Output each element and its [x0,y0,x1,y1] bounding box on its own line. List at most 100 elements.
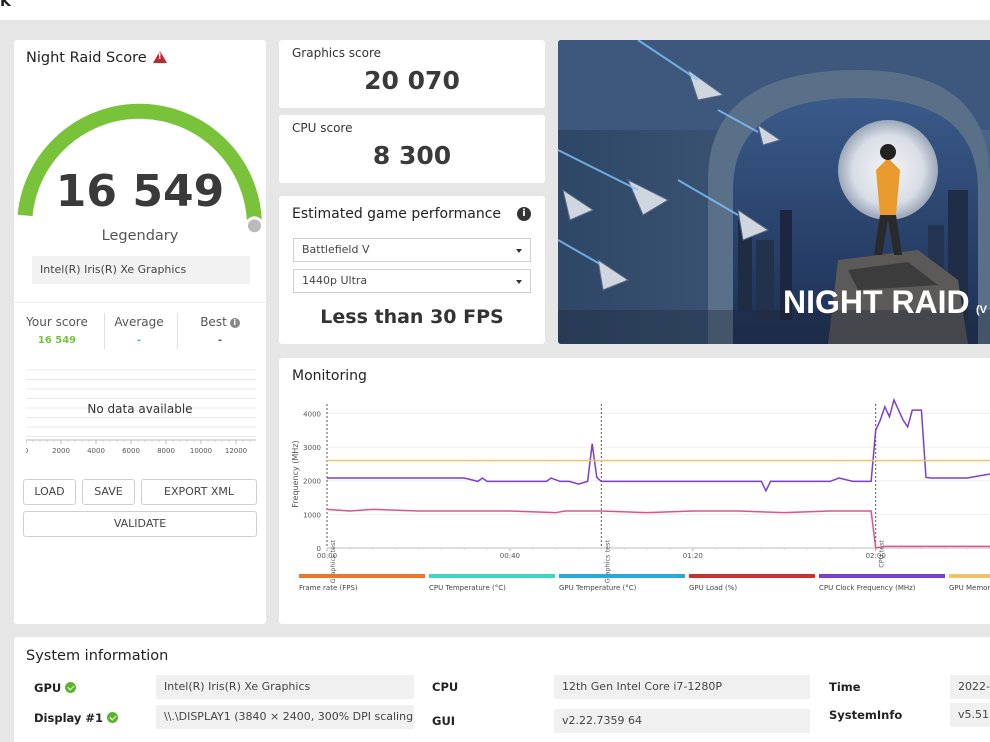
monitoring-lines [326,397,990,549]
best-value: - [217,335,223,346]
load-button[interactable]: LOAD [23,479,76,505]
systeminfo-label: SystemInfo [829,708,903,722]
banner-version: (V [976,304,988,316]
best-stat: Best i - [194,315,246,346]
system-info-card: System information GPU Intel(R) Iris(R) … [14,637,990,742]
chevron-down-icon [516,280,522,284]
y-tick-label: 4000 [303,410,321,418]
cpu-score-label: CPU score [292,121,353,135]
no-data-message: No data available [87,402,193,416]
x-tick-label: 01:20 [683,552,703,560]
graphics-score-card: Graphics score 20 070 [279,40,545,108]
legend-swatch [949,574,990,578]
legend-label: Frame rate (FPS) [299,584,358,592]
graphics-score-label: Graphics score [292,46,382,60]
average-label: Average [114,315,164,329]
cpu-score-value: 8 300 [372,141,452,170]
brand-logo: K [0,0,11,10]
score-title-text: Night Raid Score [26,50,147,66]
chevron-down-icon [516,249,522,253]
time-value: 2022-0 [950,675,990,699]
your-score-value: 16 549 [37,335,77,346]
y-axis-label: Frequency (MHz) [291,440,300,507]
info-icon[interactable]: i [229,318,240,328]
series-line [327,397,990,493]
histogram-tick-label: 4000 [87,447,105,455]
average-value: - [136,335,142,346]
histogram-axis: 0 2000 4000 6000 8000 10000 12000 [26,439,256,455]
score-card: Night Raid Score 16 549 Legendary Intel(… [14,40,266,624]
histogram-tick-label: 6000 [122,447,140,455]
histogram-grid [26,369,256,437]
quality-select-value: 1440p Ultra [302,274,368,287]
cpu-value: 12th Gen Intel Core i7-1280P [554,675,810,699]
device-name: Intel(R) Iris(R) Xe Graphics [32,256,250,284]
banner-title: NIGHT RAID [783,284,970,320]
test-marker-label: Graphics test [603,540,611,584]
legend-label: GPU Memory Clock Frequency (MHz) [949,584,990,592]
legend-swatch [299,574,425,578]
histogram-tick-label: 0 [26,447,28,455]
score-gauge [17,103,264,236]
info-icon[interactable]: i [517,207,531,221]
game-select[interactable]: Battlefield V [293,238,531,262]
y-tick-label: 0 [317,545,321,553]
quality-select[interactable]: 1440p Ultra [293,269,531,293]
legend-label: GPU Temperature (°C) [559,584,637,592]
warning-icon[interactable] [152,51,167,63]
x-tick-label: 00:00 [317,552,337,560]
legend-swatch [819,574,945,578]
monitoring-axes: 0 1000 2000 3000 4000 Frequency (MHz) 00:00 00:… [291,410,990,560]
y-tick-label: 2000 [303,478,321,486]
banner-image: NIGHT RAID (V [558,40,990,344]
histogram-tick-label: 10000 [190,447,212,455]
monitoring-legend: Frame rate (FPS) CPU Temperature (°C) GPU … [299,574,990,592]
top-bar: K [0,0,990,20]
your-score-label: Your score [26,315,88,329]
gui-label: GUI [432,714,456,728]
system-info-title: System information [26,648,169,664]
divider [104,313,105,349]
display-value: \\.\DISPLAY1 (3840 × 2400, 300% DPI scal… [156,705,414,729]
display-label: Display #1 [34,711,119,725]
game-select-value: Battlefield V [302,243,370,256]
cpu-label: CPU [432,680,459,694]
monitoring-chart: 0 1000 2000 3000 4000 Frequency (MHz) 00:00 00:… [291,397,990,592]
score-comparison: Your score 16 549 Average - Best i - [14,302,266,358]
display-label-text: Display #1 [34,711,104,725]
save-button[interactable]: SAVE [82,479,135,505]
gpu-value: Intel(R) Iris(R) Xe Graphics [156,675,414,699]
your-score-stat: Your score 16 549 [26,315,88,346]
gauge-arc [17,103,262,224]
best-label: Best [200,315,227,329]
histogram-tick-label: 2000 [52,447,70,455]
systeminfo-value: v5.51. [950,703,990,727]
x-tick-label: 02:00 [866,552,886,560]
validate-button[interactable]: VALIDATE [23,511,257,537]
performance-title: Estimated game performance [292,206,502,222]
estimated-performance-card: Estimated game performance i Battlefield… [279,196,545,344]
legend-label: CPU Clock Frequency (MHz) [819,584,916,592]
time-label: Time [829,680,861,694]
cpu-score-card: CPU score 8 300 [279,115,545,183]
gpu-label: GPU [34,681,77,695]
score-rank: Legendary [101,228,179,244]
gpu-label-text: GPU [34,681,62,695]
histogram-tick-label: 12000 [225,447,247,455]
night-raid-banner: NIGHT RAID (V [558,40,990,344]
monitoring-card: Monitoring 0 1000 2000 3000 4000 Frequency (M… [279,358,990,624]
fps-result: Less than 30 FPS [320,306,504,328]
series-line [326,508,990,549]
score-histogram: 0 2000 4000 6000 8000 10000 12000 [26,369,256,455]
legend-swatch [429,574,555,578]
legend-swatch [689,574,815,578]
histogram-tick-label: 8000 [157,447,175,455]
check-icon [107,712,119,723]
check-icon [65,682,77,693]
monitoring-title: Monitoring [292,368,367,384]
y-tick-label: 1000 [303,511,321,519]
average-stat: Average - [110,315,168,346]
export-xml-button[interactable]: EXPORT XML [141,479,257,505]
gui-value: v2.22.7359 64 [554,709,810,733]
x-tick-label: 00:40 [500,552,520,560]
